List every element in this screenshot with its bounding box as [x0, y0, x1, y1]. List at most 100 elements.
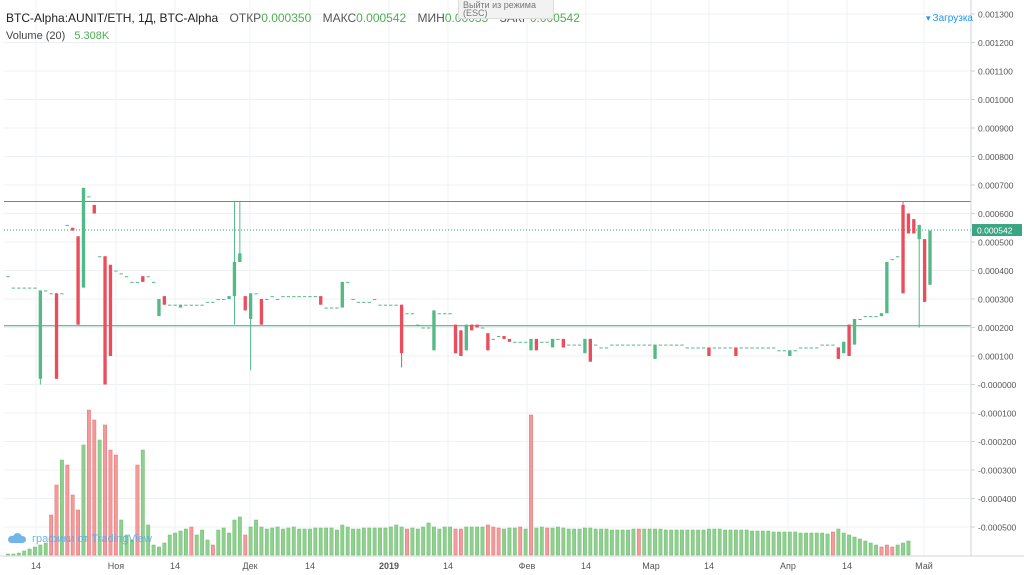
volume-bar	[432, 526, 436, 556]
volume-bar	[556, 526, 560, 556]
volume-bar	[345, 526, 350, 556]
candle-body	[421, 327, 425, 329]
candle-body	[432, 310, 436, 351]
candle-body	[356, 301, 361, 303]
volume-bar	[81, 444, 86, 556]
candle-body	[890, 259, 894, 261]
candle-body	[81, 187, 86, 288]
candle-body	[836, 347, 841, 359]
volume-bar	[863, 540, 868, 556]
volume-bar	[787, 531, 792, 556]
x-tick-label: Май	[915, 561, 933, 571]
candle-body	[297, 296, 301, 298]
volume-bar	[221, 527, 226, 556]
candle-body	[189, 304, 193, 306]
volume-bar	[162, 542, 167, 556]
candle-body	[54, 293, 59, 379]
candle-body	[707, 347, 711, 356]
candle-body	[470, 324, 474, 331]
volume-bar	[841, 532, 846, 556]
volume-bar	[49, 514, 54, 556]
volume-legend[interactable]: Volume (20) 5.308K	[6, 30, 109, 42]
volume-bar	[814, 532, 819, 556]
candle-body	[486, 333, 490, 351]
volume-bar	[766, 530, 771, 556]
candle-body	[97, 256, 102, 258]
volume-bar	[475, 526, 480, 556]
y-tick-label: 0.000300	[978, 295, 1014, 305]
candle-body	[626, 344, 630, 346]
candle-body	[130, 281, 134, 283]
volume-bar	[378, 527, 382, 556]
horizontal-lines[interactable]: 0.000542	[4, 201, 1022, 327]
candle-body	[71, 227, 75, 231]
volume-bar	[868, 542, 873, 556]
candle-body	[44, 290, 48, 292]
volume-label: Volume (20)	[6, 30, 66, 42]
candle-body	[33, 287, 37, 289]
candle-body	[340, 281, 344, 308]
volume-bar	[906, 540, 911, 556]
tradingview-brand[interactable]: графики от TradingView	[8, 533, 152, 545]
candle-body	[642, 344, 646, 346]
volume-bar	[879, 546, 884, 556]
candle-body	[38, 290, 43, 379]
candle-body	[162, 296, 167, 305]
candle-body	[313, 296, 318, 298]
candlesticks	[6, 187, 932, 385]
candle-body	[22, 287, 26, 289]
volume-bar	[884, 544, 889, 556]
candle-body	[529, 338, 533, 351]
volume-bar	[857, 538, 862, 556]
loading-label: Загрузка	[932, 13, 973, 24]
candle-body	[205, 301, 210, 303]
volume-bar	[545, 527, 550, 556]
x-tick-label: 14	[581, 561, 591, 571]
candle-body	[87, 196, 91, 198]
volume-bar	[324, 527, 329, 556]
volume-bar	[367, 527, 372, 556]
volume-bar	[847, 534, 852, 556]
volume-bar	[642, 528, 647, 556]
symbol-title[interactable]: BTC-Alpha:AUNIT/ETH, 1Д, BTC-Alpha	[6, 11, 219, 25]
volume-bar	[593, 528, 598, 556]
candle-body	[141, 276, 145, 282]
volume-bar	[448, 526, 453, 556]
candle-body	[680, 344, 684, 346]
volume-bar	[771, 531, 776, 556]
volume-bar	[895, 544, 900, 556]
candle-body	[65, 224, 69, 226]
candle-body	[222, 299, 226, 300]
volume-bar	[744, 529, 749, 556]
candle-body	[567, 344, 571, 346]
y-tick-label: -0.000400	[978, 494, 1017, 504]
candle-body	[507, 338, 512, 342]
candle-body	[901, 204, 905, 294]
volume-bar	[173, 532, 178, 556]
volume-bar	[200, 529, 205, 556]
volume-bar	[76, 509, 81, 556]
candle-body	[588, 338, 592, 362]
volume-bar	[205, 539, 210, 556]
exit-fullscreen-tooltip[interactable]: Выйти из режима (ESC)	[458, 0, 554, 19]
volume-bar	[264, 528, 269, 556]
candle-body	[124, 276, 129, 278]
candle-body	[502, 336, 506, 339]
candle-body	[108, 264, 113, 356]
volume-bar	[674, 529, 679, 556]
volume-bar	[782, 531, 787, 556]
candle-body	[302, 296, 307, 298]
candle-body	[583, 338, 587, 354]
volume-bar	[620, 529, 625, 556]
candle-body	[238, 253, 242, 262]
candle-body	[604, 347, 609, 349]
candle-body	[653, 344, 657, 359]
volume-bar	[464, 526, 469, 556]
x-tick-label: Дек	[242, 561, 257, 571]
volume-bar	[130, 539, 134, 556]
volume-bar	[852, 536, 857, 556]
candle-body	[874, 316, 878, 318]
candle-body	[739, 347, 743, 349]
last-price-label: 0.000542	[977, 226, 1013, 236]
